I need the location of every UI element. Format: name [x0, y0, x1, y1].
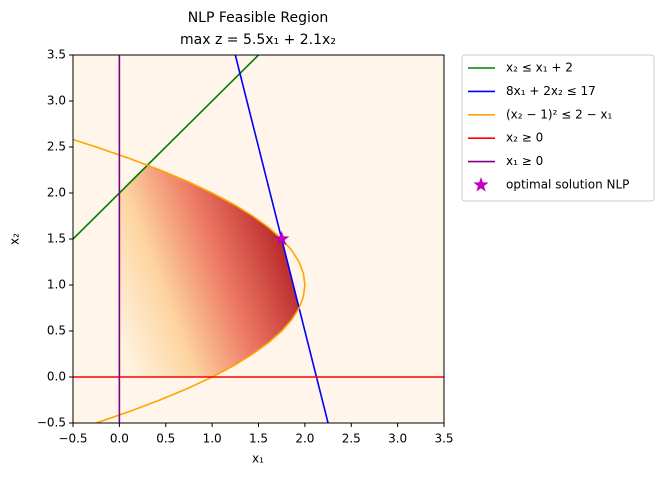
x-tick-label: 1.0 [203, 432, 222, 446]
y-axis-label: x₂ [8, 233, 22, 245]
x-tick-label: −0.5 [58, 432, 87, 446]
legend [461, 54, 655, 202]
constraint-line [73, 138, 306, 423]
y-tick-label: 0.0 [47, 370, 66, 384]
legend-label: optimal solution NLP [506, 178, 629, 192]
legend-label: x₂ ≥ 0 [506, 131, 543, 145]
x-tick-label: 2.5 [342, 432, 361, 446]
legend-marker [473, 177, 489, 192]
y-tick-label: 2.0 [47, 186, 66, 200]
optimal-point [274, 231, 290, 246]
x-tick-label: 0.5 [156, 432, 175, 446]
legend-label: 8x₁ + 2x₂ ≤ 17 [506, 84, 596, 98]
y-tick-label: 2.5 [47, 140, 66, 154]
y-tick-label: 1.0 [47, 278, 66, 292]
legend-label: x₂ ≤ x₁ + 2 [506, 61, 573, 75]
legend-label: (x₂ − 1)² ≤ 2 − x₁ [506, 107, 613, 121]
y-tick-label: −0.5 [37, 416, 66, 430]
legend-label: x₁ ≥ 0 [506, 154, 543, 168]
y-tick-label: 0.5 [47, 324, 66, 338]
x-tick-label: 1.5 [249, 432, 268, 446]
x-tick-label: 2.0 [295, 432, 314, 446]
chart-subtitle: max z = 5.5x₁ + 2.1x₂ [180, 32, 336, 48]
x-tick-label: 3.0 [388, 432, 407, 446]
x-tick-label: 3.5 [434, 432, 453, 446]
y-tick-label: 3.0 [47, 94, 66, 108]
x-axis-label: x₁ [252, 452, 264, 466]
y-tick-label: 1.5 [47, 232, 66, 246]
constraint-line [73, 55, 260, 240]
x-tick-label: 0.0 [110, 432, 129, 446]
chart-title: NLP Feasible Region [188, 10, 329, 26]
y-tick-label: 3.5 [47, 48, 66, 62]
